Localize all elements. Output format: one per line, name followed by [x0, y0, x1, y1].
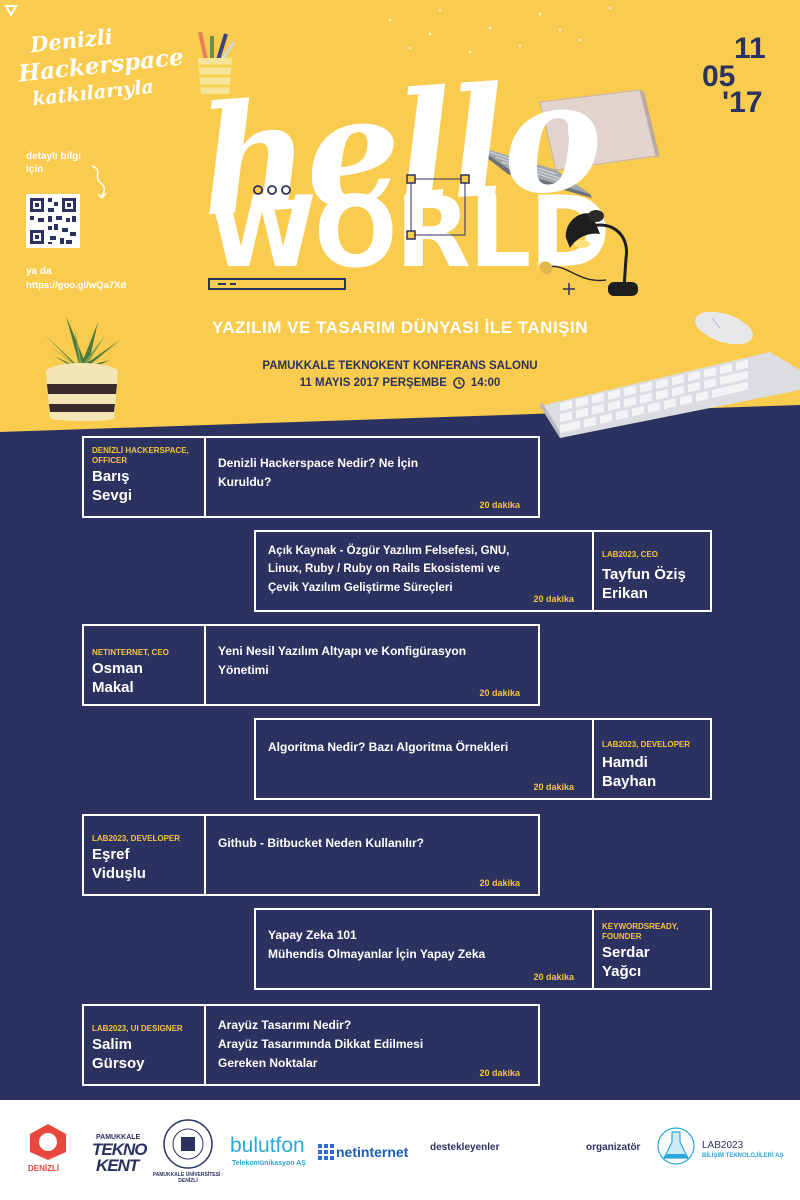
session-card-5[interactable]: LAB2023, DEVELOPER Eşref Viduşlu Github … — [82, 814, 540, 896]
session-topic: Algoritma Nedir? Bazı Algoritma Örnekler… — [268, 740, 509, 754]
three-dots-icon — [253, 185, 291, 195]
session-duration: 20 dakika — [533, 782, 574, 792]
topic-block: Yapay Zeka 101 Mühendis Olmayanlar İçin … — [256, 910, 592, 988]
subtitle: YAZILIM VE TASARIM DÜNYASI İLE TANIŞIN — [211, 318, 589, 337]
lab2023-flask-icon — [657, 1127, 695, 1165]
dhs-logo-icon — [30, 1124, 66, 1160]
topic-block: Yeni Nesil Yazılım Altyapı ve Konfigüras… — [206, 626, 538, 704]
speaker-role: LAB2023, UI DESIGNER — [92, 1024, 183, 1033]
speaker-block: LAB2023, DEVELOPER Eşref Viduşlu — [84, 816, 206, 894]
topic-block: Açık Kaynak - Özgür Yazılım Felsefesi, G… — [256, 532, 592, 610]
cable-decoration — [539, 261, 607, 282]
lab2023-sub: BİLİŞİM TEKNOLOJİLERİ AŞ — [702, 1153, 784, 1159]
date-day: 11 — [734, 32, 766, 65]
speaker-block: LAB2023, CEO Tayfun Öziş Erikan — [592, 532, 710, 610]
session-topic: Açık Kaynak - Özgür Yazılım Felsefesi, G… — [268, 545, 510, 594]
speaker-block: KEYWORDSREADY, FOUNDER Serdar Yağcı — [592, 910, 710, 988]
session-duration: 20 dakika — [533, 594, 574, 604]
speaker-name: Barış Sevgi — [92, 468, 133, 504]
speaker-block: NETINTERNET, CEO Osman Makal — [84, 626, 206, 704]
speaker-role: LAB2023, CEO — [602, 550, 659, 559]
curly-arrow-icon — [91, 165, 107, 200]
speaker-block: LAB2023, DEVELOPER Hamdi Bayhan — [592, 720, 710, 798]
session-duration: 20 dakika — [479, 500, 520, 510]
speaker-role: KEYWORDSREADY, FOUNDER — [602, 922, 679, 941]
session-topic: Yeni Nesil Yazılım Altyapı ve Konfigüras… — [218, 644, 467, 678]
dot-pattern-decoration — [388, 6, 612, 54]
session-card-2[interactable]: Açık Kaynak - Özgür Yazılım Felsefesi, G… — [254, 530, 712, 612]
speaker-name: Eşref Viduşlu — [92, 846, 146, 882]
lab2023-logo: LAB2023 — [702, 1140, 744, 1151]
supporters-label: destekleyenler — [430, 1142, 500, 1153]
session-duration: 20 dakika — [479, 688, 520, 698]
or-label: ya da — [26, 266, 52, 277]
session-duration: 20 dakika — [479, 1068, 520, 1078]
date-year: '17 — [722, 86, 763, 119]
desk-lamp-icon — [565, 210, 638, 296]
date-month: 05 — [702, 60, 736, 93]
topic-block: Denizli Hackerspace Nedir? Ne İçin Kurul… — [206, 438, 538, 516]
speaker-role: DENİZLİ HACKERSPACE, OFFICER — [92, 446, 189, 465]
speaker-block: LAB2023, UI DESIGNER Salim Gürsoy — [84, 1006, 206, 1084]
speaker-name: Salim Gürsoy — [92, 1036, 145, 1072]
speaker-block: DENİZLİ HACKERSPACE, OFFICER Barış Sevgi — [84, 438, 206, 516]
speaker-role: NETINTERNET, CEO — [92, 648, 169, 657]
progress-bar-decoration — [208, 278, 346, 290]
qr-code-icon[interactable] — [26, 194, 80, 248]
university-seal-icon — [163, 1119, 213, 1169]
venue-date: 11 MAYIS 2017 PERŞEMBE — [299, 377, 447, 389]
speaker-name: Serdar Yağcı — [602, 944, 650, 980]
selection-frame-decoration — [406, 174, 470, 240]
netinternet-logo: netinternet — [336, 1144, 409, 1160]
session-duration: 20 dakika — [533, 972, 574, 982]
session-topic: Denizli Hackerspace Nedir? Ne İçin Kurul… — [218, 456, 419, 490]
topic-block: Github - Bitbucket Neden Kullanılır? 20 … — [206, 816, 538, 894]
dhs-logo-text: DENİZLİ — [28, 1164, 60, 1173]
session-card-7[interactable]: LAB2023, UI DESIGNER Salim Gürsoy Arayüz… — [82, 1004, 540, 1086]
venue-place: PAMUKKALE TEKNOKENT KONFERANS SALONU — [262, 360, 538, 372]
topic-block: Arayüz Tasarımı Nedir? Arayüz Tasarımınd… — [206, 1006, 538, 1084]
laptop-icon — [474, 90, 660, 198]
speaker-name: Hamdi Bayhan — [602, 754, 657, 790]
session-card-1[interactable]: DENİZLİ HACKERSPACE, OFFICER Barış Sevgi… — [82, 436, 540, 518]
cactus-pot-icon — [44, 316, 120, 421]
venue-datetime: 11 MAYIS 2017 PERŞEMBE 14:00 — [0, 377, 800, 389]
netinternet-logo-icon — [318, 1144, 334, 1160]
teknokent-main2: KENT — [96, 1156, 139, 1175]
venue-time: 14:00 — [470, 377, 501, 389]
topic-block: Algoritma Nedir? Bazı Algoritma Örnekler… — [256, 720, 592, 798]
triangle-decoration-icon — [4, 5, 18, 18]
info-label: detaylı bilgi için — [26, 151, 82, 175]
speaker-name: Tayfun Öziş Erikan — [602, 566, 686, 602]
organizer-label: organizatör — [586, 1142, 641, 1153]
crosshair-icon — [563, 283, 575, 295]
keyboard-icon — [540, 352, 800, 438]
session-card-4[interactable]: Algoritma Nedir? Bazı Algoritma Örnekler… — [254, 718, 712, 800]
session-topic: Github - Bitbucket Neden Kullanılır? — [218, 836, 425, 850]
speaker-role: LAB2023, DEVELOPER — [602, 740, 691, 749]
bulutfon-sub: Telekomünikasyon AŞ — [232, 1160, 306, 1167]
pencil-cup-icon — [198, 31, 236, 94]
short-url-link[interactable]: https://goo.gl/wQa7Xd — [26, 280, 127, 291]
session-duration: 20 dakika — [479, 878, 520, 888]
teknokent-top: PAMUKKALE — [96, 1134, 141, 1141]
bulutfon-logo: bulutfon — [230, 1134, 305, 1157]
session-card-6[interactable]: Yapay Zeka 101 Mühendis Olmayanlar İçin … — [254, 908, 712, 990]
speaker-name: Osman Makal — [92, 660, 143, 696]
session-topic: Yapay Zeka 101 Mühendis Olmayanlar İçin … — [268, 928, 486, 962]
footer-band — [0, 1100, 800, 1200]
speaker-role: LAB2023, DEVELOPER — [92, 834, 181, 843]
mouse-icon — [695, 311, 753, 345]
session-card-3[interactable]: NETINTERNET, CEO Osman Makal Yeni Nesil … — [82, 624, 540, 706]
teknokent-main: TEKNO — [92, 1140, 147, 1159]
clock-icon — [453, 377, 465, 389]
university-seal-text: PAMUKKALE ÜNİVERSİTESİ · DENİZLİ — [152, 1172, 224, 1184]
session-topic: Arayüz Tasarımı Nedir? Arayüz Tasarımınd… — [218, 1018, 424, 1071]
